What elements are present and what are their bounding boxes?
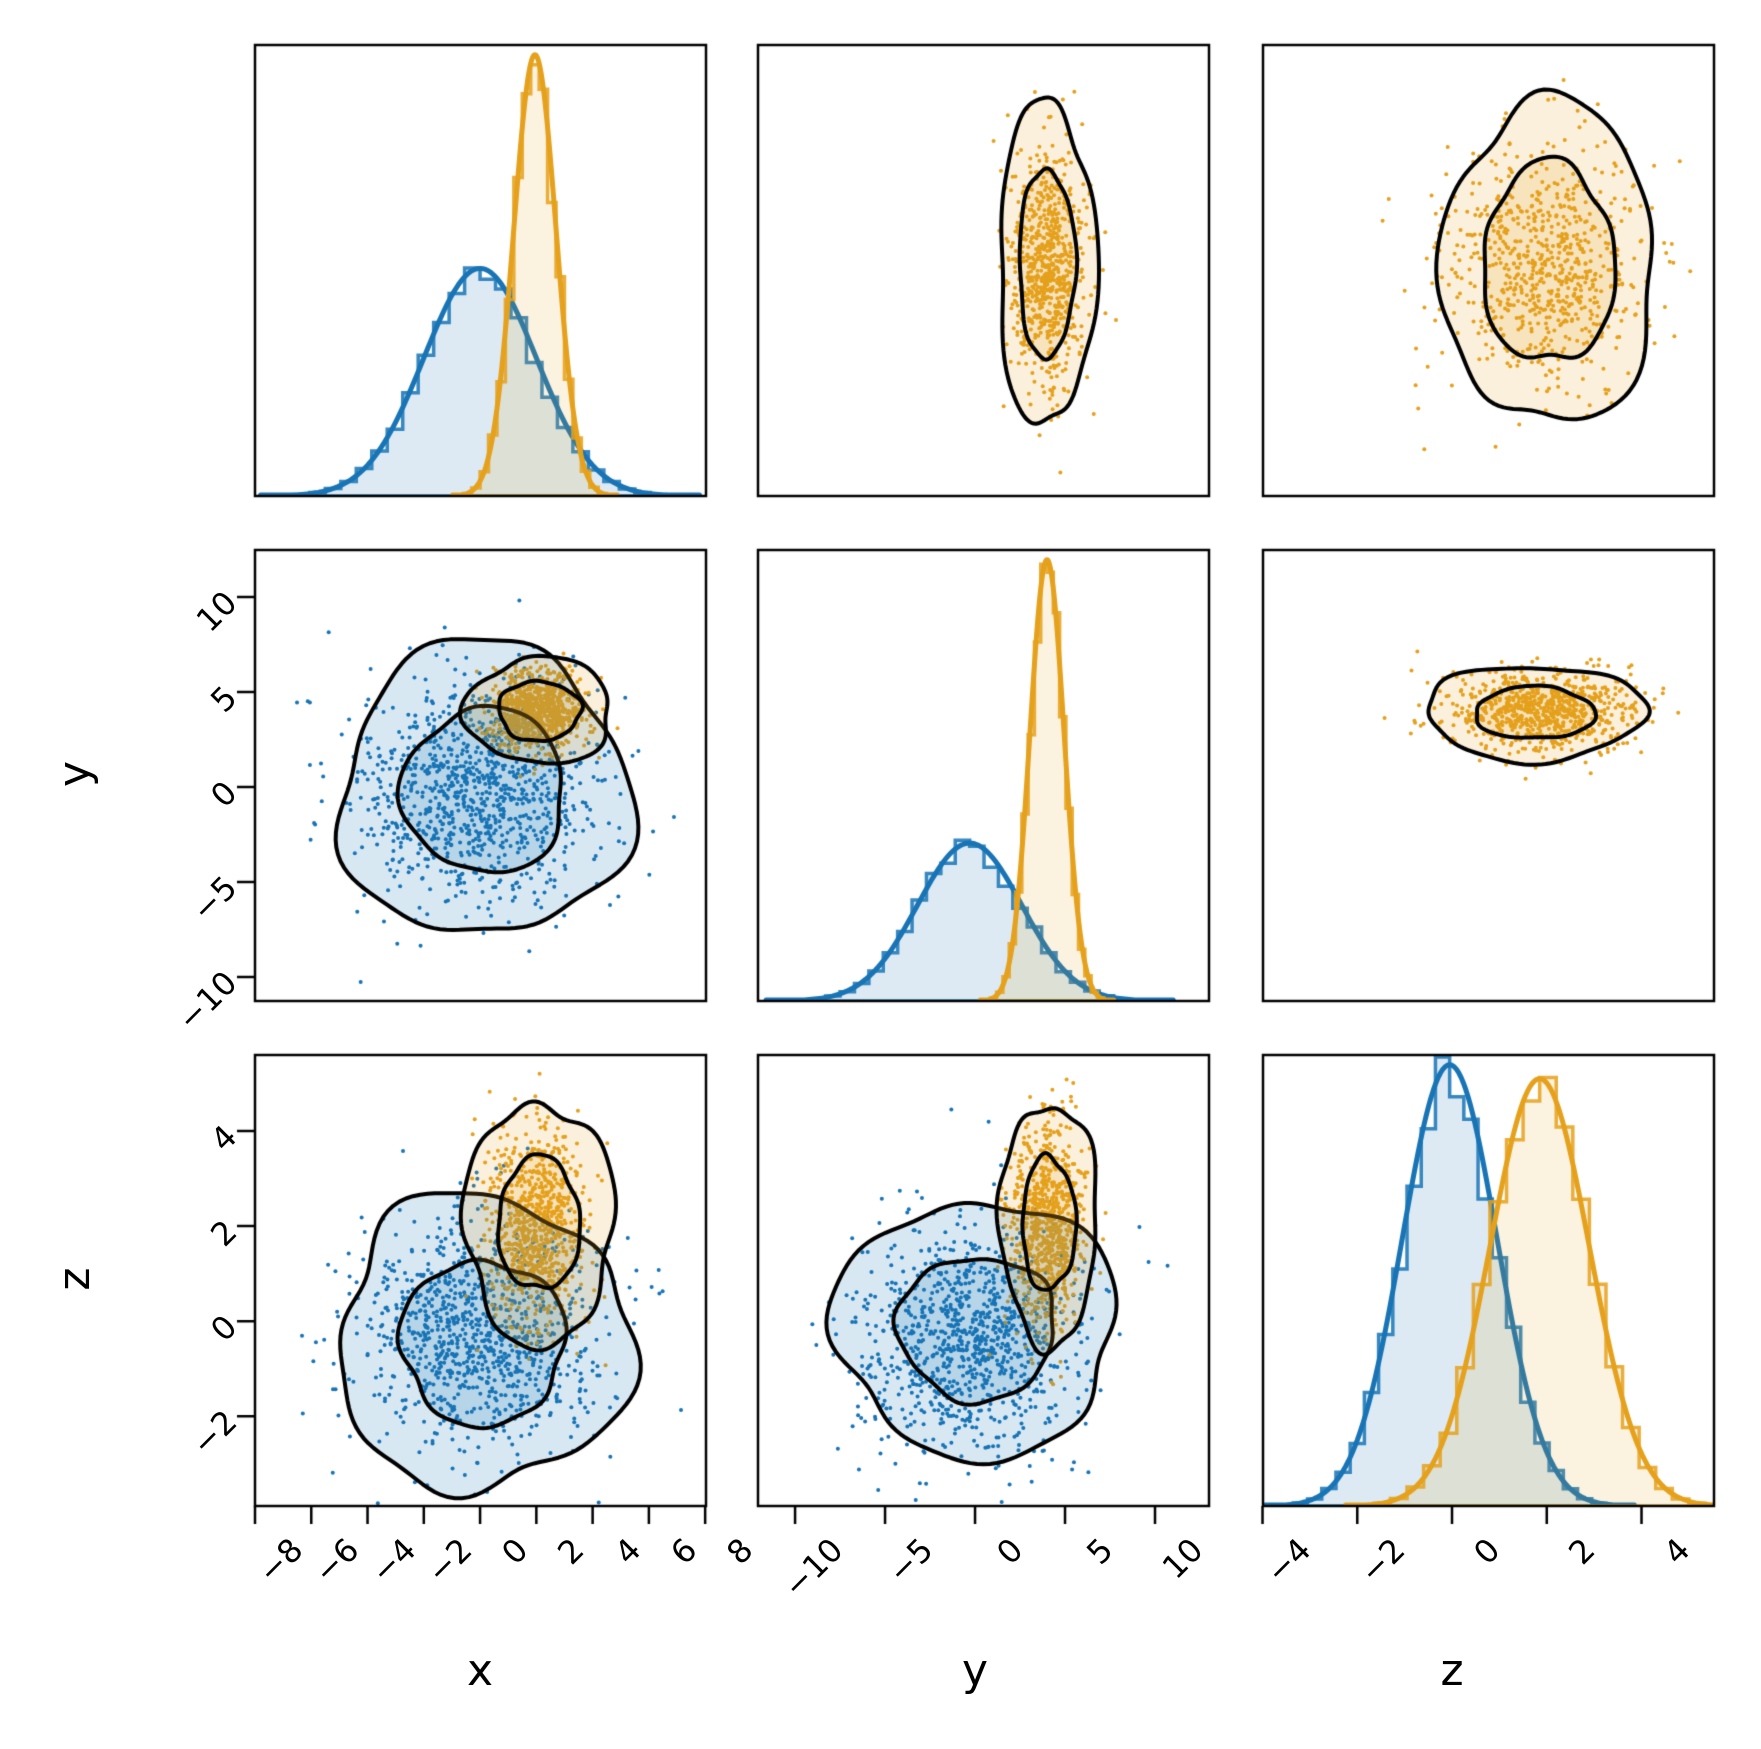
x-axis-title-y: y	[961, 1645, 989, 1696]
y-axis-title-y: y	[49, 760, 100, 788]
x-axis-title-x: x	[466, 1645, 494, 1696]
x-axis-title-z: z	[1440, 1645, 1464, 1696]
y-axis-title-z: z	[49, 1267, 100, 1291]
